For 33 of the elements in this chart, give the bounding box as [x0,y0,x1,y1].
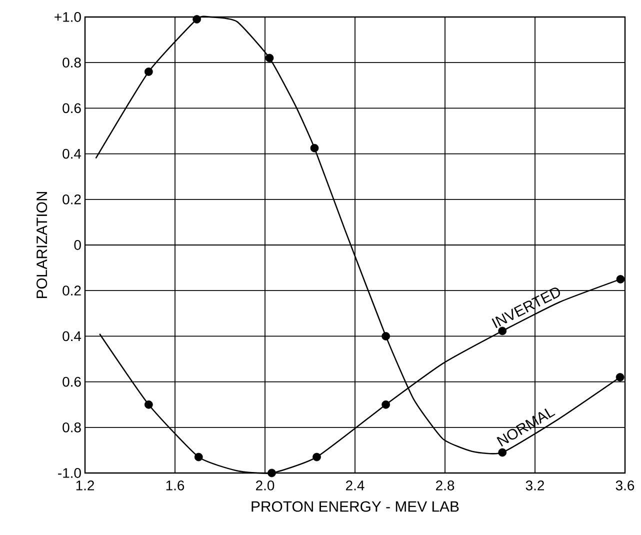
point [616,275,625,284]
y-tick-label: 0.8 [62,58,81,68]
point [144,68,153,76]
y-tick-label: 0.8 [62,422,81,432]
x-tick-label: 3.6 [616,480,634,490]
y-tick-label: 0.6 [62,103,81,114]
y-tick-label: -1.0 [58,468,81,478]
x-axis-title: PROTON ENERGY - MEV LAB [252,501,459,512]
y-tick-label: 0.6 [62,376,81,387]
x-tick-label: 2.4 [346,480,364,490]
x-tick-label: 3.2 [526,480,544,490]
point [268,468,276,478]
point [498,448,507,457]
y-axis-title: POLARIZATION [36,192,48,298]
y-tick-label: 0.2 [62,194,81,204]
point [382,332,390,340]
point [382,400,390,409]
point [616,373,624,382]
y-tick-label: 0.4 [62,331,82,342]
x-tick-label: 1.2 [76,480,94,490]
x-tick-label: 1.6 [166,480,184,490]
y-tick-label: 0 [74,240,81,250]
y-tick-label: +1.0 [54,12,81,22]
y-tick-label: 0.4 [62,148,82,159]
x-tick-label: 2.8 [436,480,454,490]
point [144,400,153,409]
point [194,452,203,462]
point [265,54,274,62]
point [310,144,319,152]
point [312,452,321,462]
y-tick-label: 0.2 [62,286,81,296]
x-tick-label: 2.0 [256,480,274,490]
point [192,15,202,24]
